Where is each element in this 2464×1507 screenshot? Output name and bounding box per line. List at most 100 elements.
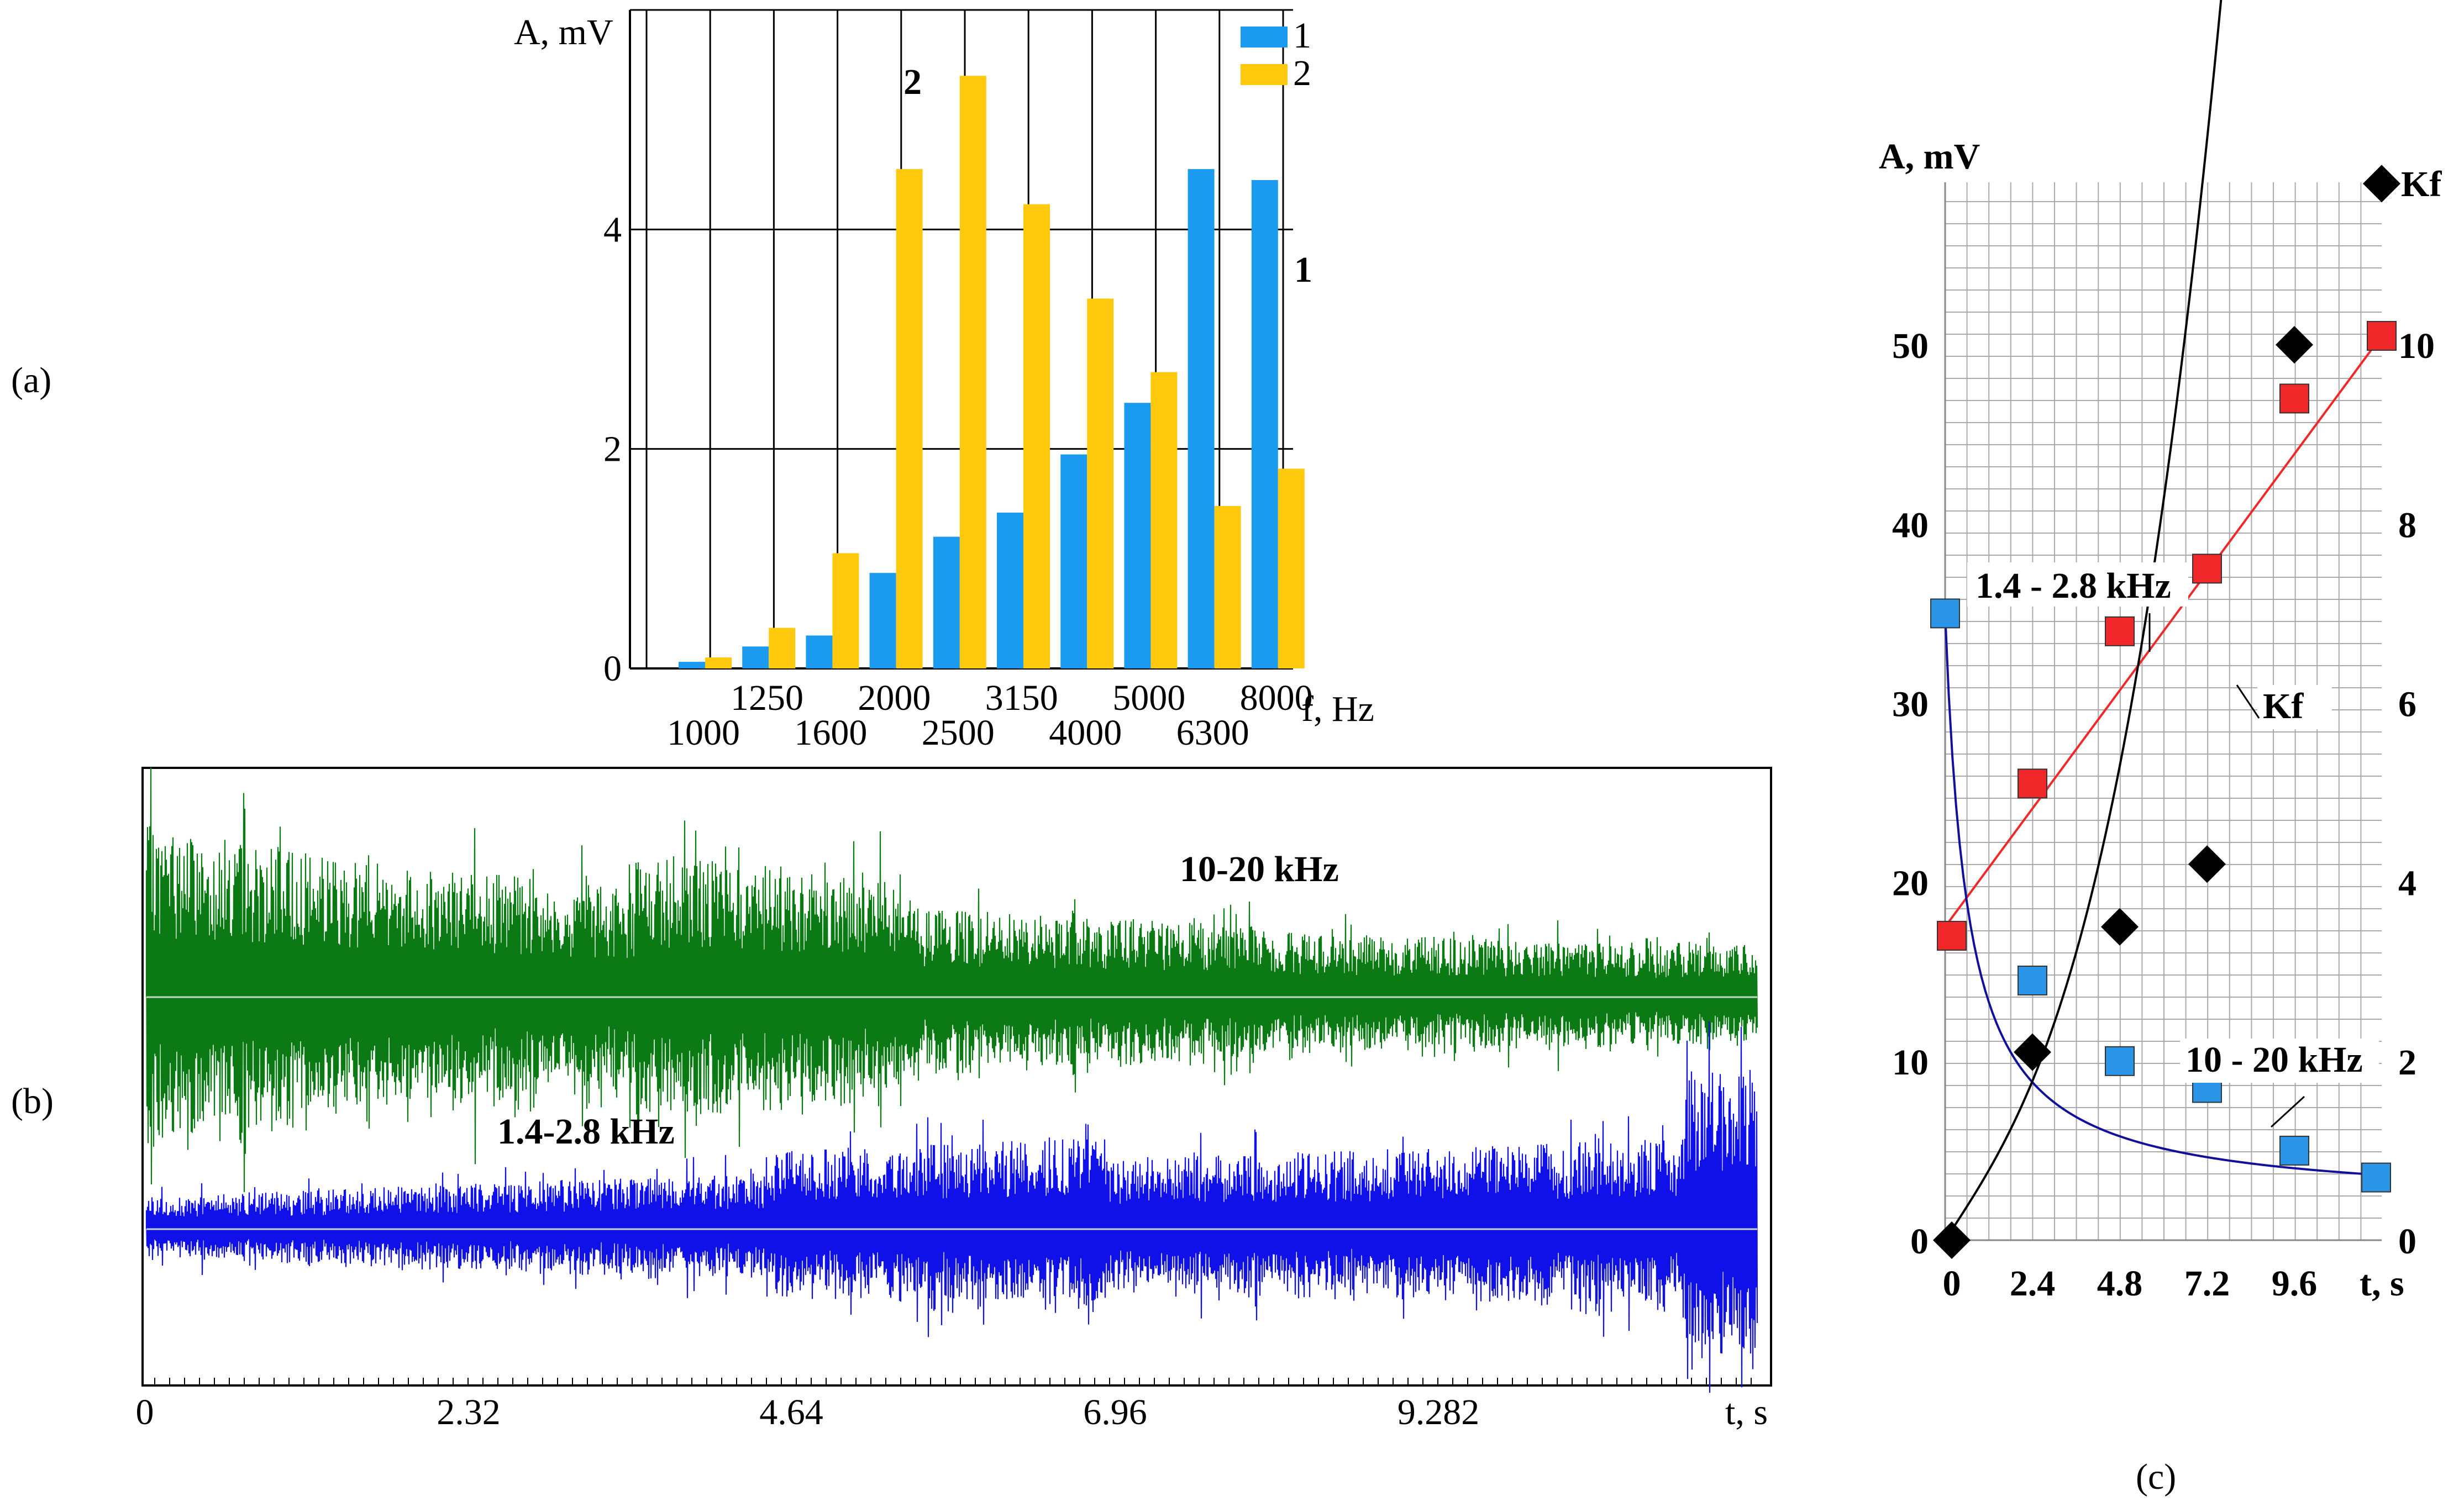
legend-swatch-1 xyxy=(1241,27,1288,48)
y-tick-right: 8 xyxy=(2398,505,2416,545)
leader-line xyxy=(2270,1095,2305,1128)
chart-c: A, mV Kf 0 10 20 30 40 50 0 2 4 6 8 10 0 2.4 4.8 7.2 9.6 t,… xyxy=(1879,0,2442,1304)
legend-label: 1 xyxy=(1293,15,1311,56)
point-1.4-2.8khz xyxy=(1937,920,1967,951)
signal-10-20khz xyxy=(145,767,1758,1192)
x-tick-label: 6300 xyxy=(1176,713,1249,753)
point-10-20khz xyxy=(1930,598,1960,629)
bar-series1-1250 xyxy=(742,646,769,668)
x-tick-label: 5000 xyxy=(1112,678,1185,718)
annotation: 10 - 20 kHz xyxy=(2185,1040,2363,1080)
series-label-blue: 1.4-2.8 kHz xyxy=(497,1111,675,1152)
x-tick-label: 6.96 xyxy=(1083,1392,1147,1432)
bar-series2-1600 xyxy=(832,553,859,668)
bar-series1-2500 xyxy=(933,536,960,668)
annotation-bg xyxy=(2180,1039,2379,1083)
x-tick-label: 9.282 xyxy=(1398,1392,1480,1432)
bar-series2-3150 xyxy=(1023,204,1050,668)
x-tick-label: 9.6 xyxy=(2272,1263,2318,1304)
plot-frame xyxy=(141,767,1772,1387)
y-tick-left: 50 xyxy=(1892,326,1929,366)
y-tick-label: 2 xyxy=(603,429,622,470)
bar-series2-5000 xyxy=(1150,372,1178,668)
bar-series2-2500 xyxy=(959,76,986,669)
point-kf xyxy=(2188,845,2226,883)
x-tick-label: 2.32 xyxy=(437,1392,501,1432)
point-kf xyxy=(1933,1221,1971,1259)
y-tick-left: 10 xyxy=(1892,1042,1929,1083)
x-tick-label: 0 xyxy=(1943,1263,1961,1304)
bar-series1-2000 xyxy=(869,573,896,668)
x-tick-label: 2000 xyxy=(858,678,931,718)
bar-series1-3150 xyxy=(997,512,1023,668)
point-10-20khz xyxy=(2105,1046,2135,1076)
chart-b: 10-20 kHz 1.4-2.8 kHz 0 2.32 4.64 6.96 9.282 t,… xyxy=(136,767,1772,1432)
point-1.4-2.8khz xyxy=(2105,616,2135,646)
panel-label-b: (b) xyxy=(11,1081,54,1121)
x-tick-label: 1250 xyxy=(731,678,803,718)
y-tick-label: 0 xyxy=(603,649,622,689)
annotation-bg xyxy=(2257,685,2332,729)
annotation: 1 xyxy=(1294,250,1312,290)
x-tick-label: 1600 xyxy=(794,713,867,753)
x-tick-label: 4000 xyxy=(1049,713,1122,753)
series-label-green: 10-20 kHz xyxy=(1180,849,1339,889)
y-tick-right: 0 xyxy=(2398,1221,2416,1262)
y-tick-right: 4 xyxy=(2398,863,2416,904)
bar-series1-4000 xyxy=(1060,454,1087,668)
x-axis-label: f, Hz xyxy=(1301,689,1374,729)
bar-series2-1000 xyxy=(705,657,732,668)
x-tick-label: 0 xyxy=(136,1392,154,1432)
legend-swatch-2 xyxy=(1241,64,1288,85)
bar-series2-8000 xyxy=(1278,468,1305,668)
bar-series2-6300 xyxy=(1214,505,1241,668)
y-tick-right: 10 xyxy=(2398,326,2435,366)
x-tick-label: 3150 xyxy=(985,678,1058,718)
bar-series1-8000 xyxy=(1251,180,1278,668)
x-tick-label: 1000 xyxy=(667,713,740,753)
y-axis-label-left: A, mV xyxy=(1879,136,1980,177)
point-kf xyxy=(2276,326,2313,364)
bar-series1-1600 xyxy=(806,635,833,668)
y-axis-label-right: Kf xyxy=(2401,164,2442,204)
x-tick-label: 4.8 xyxy=(2097,1263,2143,1304)
panel-label-c: (c) xyxy=(2136,1457,2176,1497)
x-tick-label: 4.64 xyxy=(759,1392,823,1432)
bar-series1-6300 xyxy=(1188,169,1215,669)
point-1.4-2.8khz xyxy=(2279,383,2309,414)
point-kf xyxy=(2014,1033,2051,1071)
legend-label: 2 xyxy=(1293,53,1311,93)
point-kf xyxy=(2363,165,2400,203)
point-10-20khz xyxy=(2018,965,2047,995)
fit-curve-10-20khz xyxy=(1944,613,2382,1177)
x-tick-label: 7.2 xyxy=(2184,1263,2230,1304)
bar-series2-2000 xyxy=(896,169,923,669)
annotation: Kf xyxy=(2263,686,2304,726)
chart-a: 0 2 4 A, mV 1250 2000 3150 5000 8000 1000 1600 2500… xyxy=(514,9,1374,753)
x-axis-label: t, s xyxy=(1725,1392,1768,1432)
y-tick-left: 0 xyxy=(1910,1221,1929,1262)
y-tick-left: 40 xyxy=(1892,505,1929,545)
panel-label-a: (a) xyxy=(11,360,51,401)
y-axis-label: A, mV xyxy=(514,12,613,52)
bar-series1-5000 xyxy=(1124,403,1151,668)
bar-series2-1250 xyxy=(769,628,796,668)
annotation: 2 xyxy=(903,62,922,102)
x-axis-label: t, s xyxy=(2360,1263,2404,1304)
y-tick-right: 2 xyxy=(2398,1042,2416,1083)
bar-series2-4000 xyxy=(1087,298,1114,668)
x-tick-label: 8000 xyxy=(1240,678,1313,718)
annotation-bg xyxy=(1967,562,2188,607)
point-10-20khz xyxy=(2279,1135,2309,1166)
fit-curve-kf xyxy=(1944,0,2223,1241)
point-kf xyxy=(2101,908,2139,946)
y-tick-left: 20 xyxy=(1892,863,1929,904)
bar-series1-1000 xyxy=(679,662,705,668)
point-1.4-2.8khz xyxy=(2367,320,2397,351)
y-tick-left: 30 xyxy=(1892,684,1929,725)
x-tick-label: 2500 xyxy=(922,713,995,753)
point-10-20khz xyxy=(2361,1162,2391,1193)
point-1.4-2.8khz xyxy=(2192,554,2222,584)
annotation: 1.4 - 2.8 kHz xyxy=(1976,566,2171,606)
